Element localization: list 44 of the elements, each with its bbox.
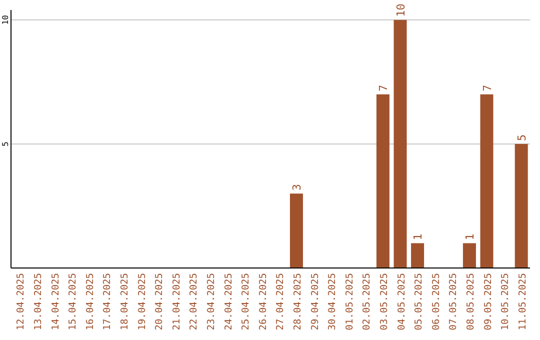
data-label: 3 — [290, 184, 304, 191]
x-tick-label: 02.05.2025 — [362, 273, 373, 330]
x-tick-label: 07.05.2025 — [448, 273, 460, 330]
x-tick-label: 21.04.2025 — [171, 273, 182, 330]
x-tick-label: 06.05.2025 — [430, 273, 442, 330]
bar — [480, 94, 494, 268]
x-tick-label: 09.05.2025 — [482, 273, 494, 330]
x-tick-label: 14.04.2025 — [50, 273, 62, 330]
bar — [514, 144, 528, 268]
x-tick-label: 28.04.2025 — [292, 273, 304, 330]
x-tick-label: 16.04.2025 — [84, 273, 96, 330]
data-label: 7 — [376, 84, 390, 92]
x-tick-label: 19.04.2025 — [136, 273, 148, 330]
bar — [411, 243, 424, 268]
bar — [462, 243, 476, 268]
x-tick-label: 30.04.2025 — [327, 273, 338, 330]
x-tick-label: 27.04.2025 — [275, 273, 286, 330]
bar — [290, 194, 303, 268]
x-tick-label: 26.04.2025 — [258, 273, 269, 330]
data-label: 1 — [463, 234, 476, 240]
data-label: 1 — [412, 234, 425, 240]
data-label: 10 — [394, 4, 408, 17]
data-label: 5 — [515, 134, 528, 141]
bar — [376, 94, 390, 268]
bar — [394, 20, 407, 268]
x-tick-label: 22.04.2025 — [188, 273, 200, 330]
x-tick-label: 05.05.2025 — [414, 273, 425, 330]
x-tick-label: 25.04.2025 — [240, 273, 252, 330]
x-tick-label: 03.05.2025 — [378, 273, 390, 330]
x-tick-label: 10.05.2025 — [500, 273, 512, 330]
x-tick-label: 20.04.2025 — [154, 273, 166, 330]
x-tick-label: 12.04.2025 — [16, 273, 27, 330]
x-tick-label: 23.04.2025 — [206, 273, 217, 330]
x-tick-label: 24.04.2025 — [223, 273, 234, 330]
x-tick-label: 17.04.2025 — [102, 273, 114, 330]
x-tick-label: 08.05.2025 — [465, 273, 476, 330]
x-tick-label: 15.04.2025 — [68, 273, 79, 330]
x-tick-label: 11.05.2025 — [517, 273, 528, 330]
x-tick-label: 18.04.2025 — [119, 273, 130, 330]
data-label: 7 — [480, 84, 494, 92]
x-tick-label: 13.04.2025 — [32, 273, 44, 330]
x-tick-label: 01.05.2025 — [344, 273, 356, 330]
x-tick-label: 29.04.2025 — [310, 273, 321, 330]
x-tick-label: 04.05.2025 — [396, 273, 408, 330]
